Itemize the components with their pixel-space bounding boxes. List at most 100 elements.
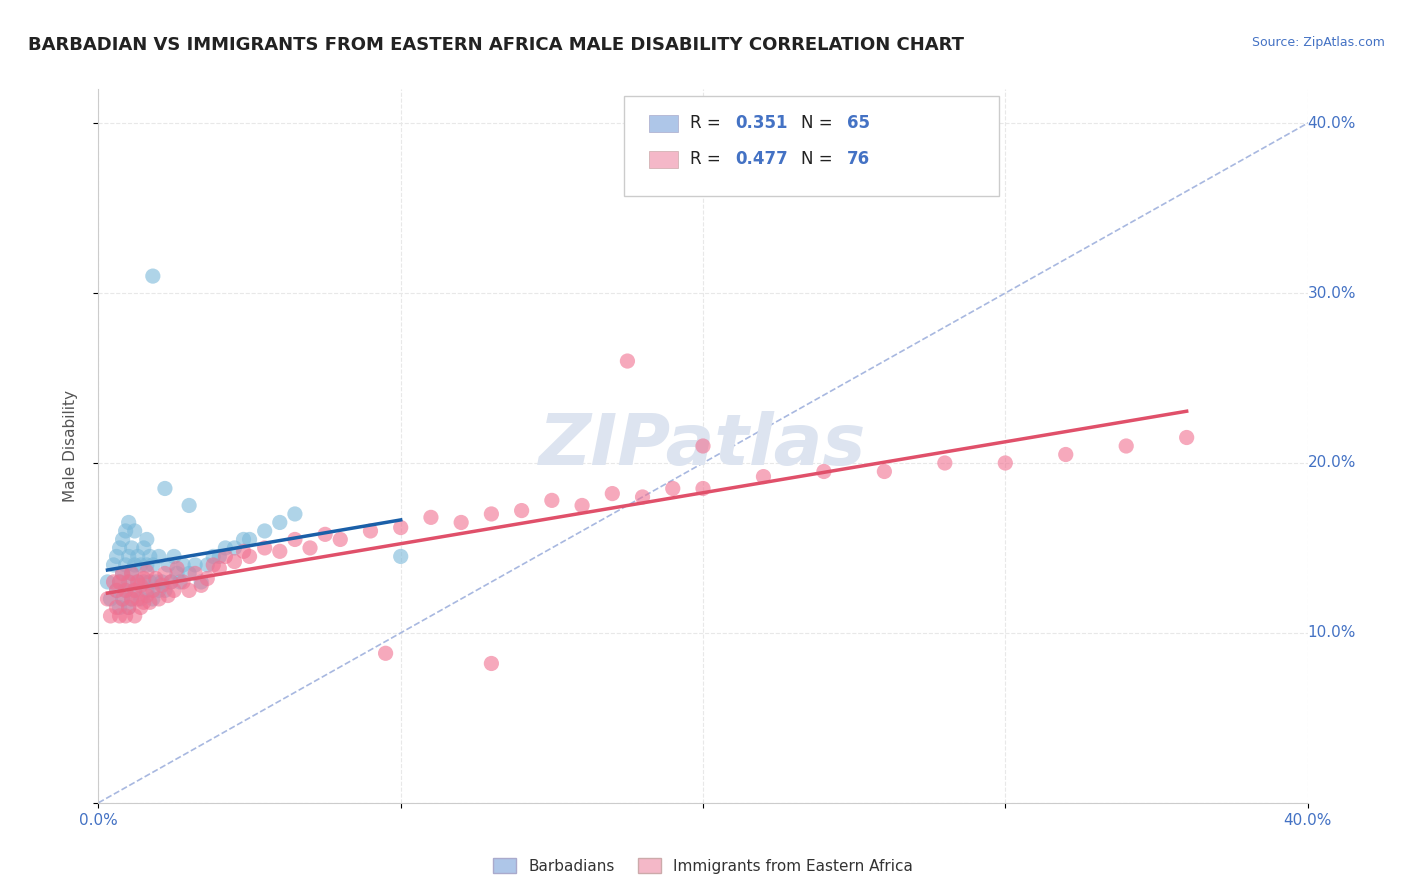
Point: [269, 516, 291, 530]
Point: [172, 574, 194, 589]
Point: [153, 566, 176, 581]
Text: 76: 76: [846, 150, 870, 168]
Point: [752, 469, 775, 483]
Point: [253, 524, 276, 538]
Point: [224, 555, 246, 569]
Point: [118, 549, 141, 564]
Point: [195, 572, 218, 586]
Point: [510, 503, 533, 517]
Point: [114, 524, 136, 538]
Point: [103, 558, 125, 572]
Text: R =: R =: [690, 114, 725, 132]
Point: [156, 589, 179, 603]
Point: [389, 549, 412, 564]
Point: [420, 510, 443, 524]
Text: ZIPatlas: ZIPatlas: [540, 411, 866, 481]
Point: [329, 533, 352, 547]
Point: [129, 578, 152, 592]
Point: [114, 558, 136, 572]
Point: [208, 549, 231, 564]
Point: [121, 591, 143, 606]
Point: [132, 574, 155, 589]
Point: [153, 583, 176, 598]
Point: [239, 533, 262, 547]
Point: [148, 583, 170, 598]
Text: 0.477: 0.477: [735, 150, 789, 168]
Point: [571, 499, 593, 513]
Point: [214, 541, 236, 555]
Point: [135, 589, 157, 603]
Point: [105, 549, 128, 564]
Point: [111, 591, 134, 606]
Point: [148, 591, 170, 606]
Point: [172, 558, 194, 572]
Point: [132, 572, 155, 586]
Point: [1054, 448, 1077, 462]
Point: [127, 591, 149, 606]
Point: [540, 493, 562, 508]
Point: [135, 533, 157, 547]
Point: [114, 583, 136, 598]
Point: [145, 572, 167, 586]
Point: [118, 574, 141, 589]
Point: [118, 600, 141, 615]
Point: [314, 527, 336, 541]
Point: [269, 544, 291, 558]
Text: 40.0%: 40.0%: [1308, 116, 1355, 131]
Point: [602, 486, 624, 500]
Point: [184, 566, 207, 581]
Point: [481, 507, 503, 521]
Point: [179, 583, 201, 598]
Legend: Barbadians, Immigrants from Eastern Africa: Barbadians, Immigrants from Eastern Afri…: [486, 852, 920, 880]
Point: [129, 558, 152, 572]
Point: [153, 482, 176, 496]
Point: [124, 583, 146, 598]
Point: [114, 583, 136, 598]
Point: [202, 549, 225, 564]
Text: N =: N =: [801, 150, 838, 168]
Point: [1175, 430, 1198, 444]
Point: [239, 549, 262, 564]
Point: [135, 565, 157, 579]
Point: [184, 558, 207, 572]
Text: 30.0%: 30.0%: [1308, 285, 1355, 301]
Point: [692, 482, 714, 496]
Point: [139, 595, 162, 609]
Point: [202, 558, 225, 572]
Point: [142, 269, 165, 284]
Point: [96, 591, 118, 606]
Point: [105, 600, 128, 615]
Point: [96, 574, 118, 589]
Point: [190, 578, 212, 592]
Point: [166, 566, 188, 581]
Point: [873, 465, 896, 479]
Point: [616, 354, 638, 368]
Point: [631, 490, 654, 504]
Point: [135, 583, 157, 598]
Point: [118, 574, 141, 589]
Point: [360, 524, 382, 538]
Point: [124, 558, 146, 572]
Point: [121, 541, 143, 555]
Point: [179, 566, 201, 581]
Point: [150, 578, 173, 592]
Point: [118, 600, 141, 615]
Point: [232, 533, 254, 547]
Point: [124, 583, 146, 598]
Point: [114, 608, 136, 623]
Point: [214, 549, 236, 564]
Point: [129, 600, 152, 615]
Point: [208, 561, 231, 575]
Point: [111, 566, 134, 581]
Point: [934, 456, 956, 470]
Point: [124, 524, 146, 538]
Y-axis label: Male Disability: Male Disability: [63, 390, 77, 502]
Point: [156, 558, 179, 572]
Point: [160, 574, 183, 589]
Text: 10.0%: 10.0%: [1308, 625, 1355, 640]
Point: [139, 549, 162, 564]
Point: [148, 549, 170, 564]
Point: [163, 549, 186, 564]
FancyBboxPatch shape: [624, 96, 1000, 196]
Point: [299, 541, 322, 555]
